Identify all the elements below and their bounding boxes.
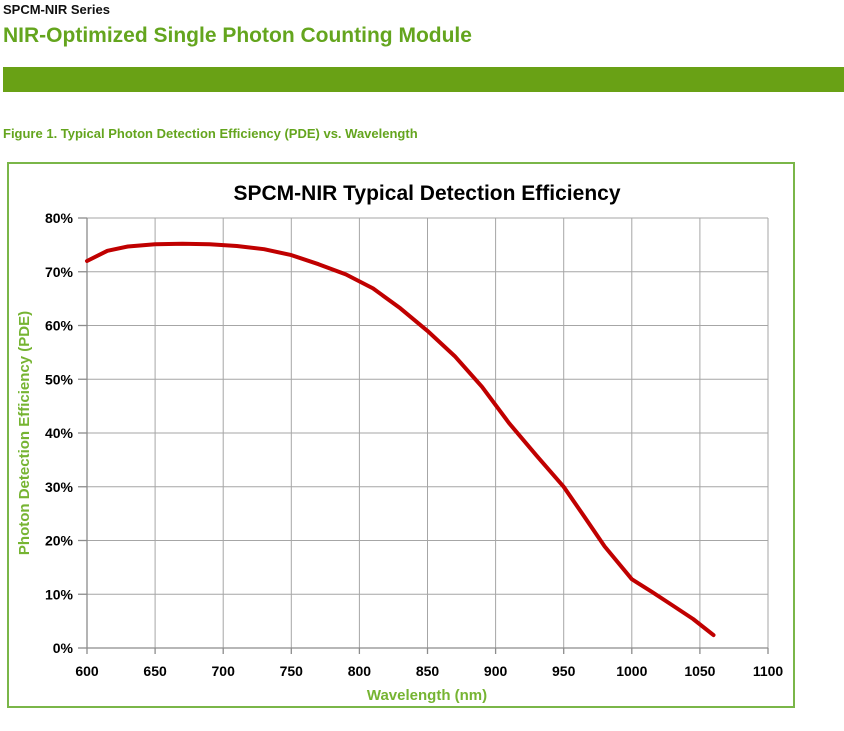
y-tick-label: 70% (45, 264, 74, 280)
y-tick-label: 50% (45, 371, 74, 387)
y-tick-label: 20% (45, 533, 74, 549)
plot-area: 600 650 700 750 800 850 900 950 1000 1050 1100 0% 10… (45, 210, 783, 679)
x-tick-label: 600 (75, 663, 99, 679)
y-tick-label: 40% (45, 425, 74, 441)
x-tick-label: 800 (348, 663, 372, 679)
chart-container: SPCM-NIR Typical Detection Efficiency 60… (7, 162, 795, 708)
x-tick-label: 700 (212, 663, 236, 679)
green-divider-bar (3, 67, 844, 92)
x-tick-label: 1050 (684, 663, 715, 679)
y-axis-title: Photon Detection Efficiency (PDE) (16, 311, 33, 555)
y-tick-label: 30% (45, 479, 74, 495)
x-tick-label: 650 (143, 663, 167, 679)
product-title: NIR-Optimized Single Photon Counting Mod… (3, 24, 472, 47)
pde-chart: SPCM-NIR Typical Detection Efficiency 60… (16, 182, 783, 704)
chart-title: SPCM-NIR Typical Detection Efficiency (233, 182, 620, 205)
y-tick-label: 0% (53, 640, 74, 656)
x-tick-label: 950 (552, 663, 576, 679)
x-tick-label: 900 (484, 663, 508, 679)
x-tick-label: 1000 (616, 663, 647, 679)
series-label: SPCM-NIR Series (3, 2, 110, 17)
pde-curve (85, 241, 716, 638)
figure-caption: Figure 1. Typical Photon Detection Effic… (3, 126, 418, 141)
x-tick-label: 750 (280, 663, 304, 679)
x-tick-label: 850 (416, 663, 440, 679)
y-tick-label: 10% (45, 586, 74, 602)
x-tick-label: 1100 (753, 663, 784, 679)
y-tick-label: 80% (45, 210, 74, 226)
y-tick-label: 60% (45, 318, 74, 334)
x-axis-title: Wavelength (nm) (367, 687, 487, 704)
